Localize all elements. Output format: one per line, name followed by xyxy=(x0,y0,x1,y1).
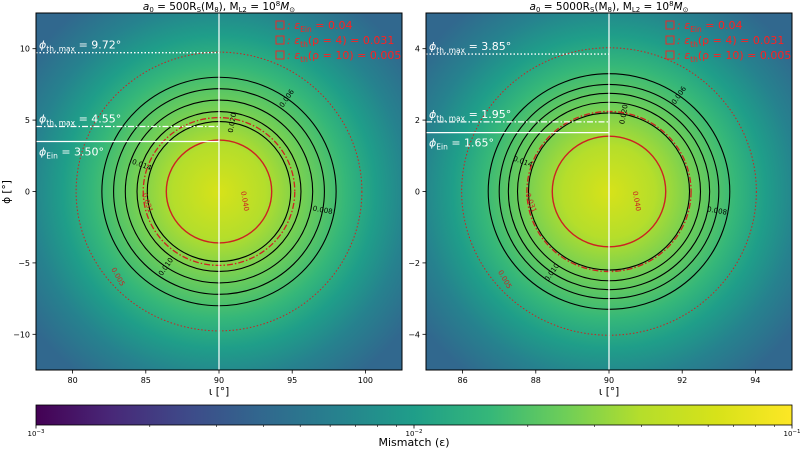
x-tick-label: 88 xyxy=(531,376,541,385)
reference-lines xyxy=(36,52,219,143)
x-axis-label: ι [°] xyxy=(209,386,229,398)
threshold-contour-label: 0.040 xyxy=(631,191,642,212)
y-axis-ticks: −10 −5 0 5 10 xyxy=(13,45,36,339)
colorbar-tick-label: 10−2 xyxy=(405,429,422,438)
y-tick-label: −4 xyxy=(408,330,420,339)
x-tick-label: 86 xyxy=(458,376,468,385)
legend-swatch xyxy=(275,50,285,60)
y-tick-label: −2 xyxy=(408,259,420,268)
legend-entry: : εth(ρ = 10) = 0.005 xyxy=(677,49,791,64)
contour-label: 0.020 xyxy=(227,112,238,133)
colorbar-gradient xyxy=(35,404,793,426)
reference-lines xyxy=(426,53,609,134)
colorbar-tick-label: 10−3 xyxy=(27,429,45,438)
contour-label: 0.008 xyxy=(706,205,727,216)
y-tick-label: −5 xyxy=(18,259,30,268)
y-tick-label: 2 xyxy=(415,116,420,125)
y-tick-label: 4 xyxy=(415,45,420,54)
panel-title: a0 = 5000RS(M8), ML2 = 108M⊙ xyxy=(530,0,689,14)
legend-swatch xyxy=(665,20,675,30)
reference-line-labels: ϕth, max = 3.85° ϕth, max = 1.95° ϕEin = 1… xyxy=(429,40,511,152)
y-tick-label: 0 xyxy=(415,188,420,197)
x-tick-label: 80 xyxy=(68,376,78,385)
y-axis-ticks: −4 −2 0 2 4 xyxy=(408,45,426,339)
legend-entry: : εth(ρ = 4) = 0.031 xyxy=(287,34,394,49)
x-axis-ticks: 80 85 90 95 100 xyxy=(68,370,373,385)
legend-entry: : εEin = 0.04 xyxy=(677,19,742,34)
x-tick-label: 92 xyxy=(677,376,687,385)
contour-label: 0.008 xyxy=(312,205,333,216)
legend-swatch xyxy=(275,35,285,45)
panel-left: a0 = 500RS(M8), ML2 = 108M⊙ 0.0060.0080.… xyxy=(1,0,403,398)
panel-title: a0 = 500RS(M8), ML2 = 108M⊙ xyxy=(143,0,295,14)
y-tick-label: 0 xyxy=(25,188,30,197)
legend-swatch xyxy=(665,35,675,45)
reference-line-label: ϕEin = 1.65° xyxy=(429,137,494,152)
x-tick-label: 100 xyxy=(358,376,373,385)
reference-line-label: ϕth, max = 1.95° xyxy=(429,108,511,123)
colorbar-ticks: 10−3 10−2 10−1 xyxy=(27,425,800,438)
x-tick-label: 94 xyxy=(750,376,760,385)
panel-right: a0 = 5000RS(M8), ML2 = 108M⊙ 0.0060.0080… xyxy=(408,0,793,398)
x-tick-label: 85 xyxy=(141,376,151,385)
y-tick-label: −10 xyxy=(13,330,30,339)
legend-entry: : εEin = 0.04 xyxy=(287,19,352,34)
x-tick-label: 90 xyxy=(214,376,224,385)
reference-line-label: ϕth, max = 3.85° xyxy=(429,40,511,55)
legend-swatch xyxy=(665,50,675,60)
legend: : εEin = 0.04: εth(ρ = 4) = 0.031: εth(ρ… xyxy=(665,19,791,64)
legend-entry: : εth(ρ = 10) = 0.005 xyxy=(287,49,401,64)
x-tick-label: 95 xyxy=(287,376,297,385)
reference-line-label: ϕEin = 3.50° xyxy=(39,146,104,161)
reference-line-label: ϕth, max = 9.72° xyxy=(39,39,121,54)
x-axis-ticks: 86 88 90 92 94 xyxy=(458,370,760,385)
y-tick-label: 10 xyxy=(20,45,30,54)
colorbar: 10−3 10−2 10−1 Mismatch (ε) xyxy=(27,404,800,449)
x-axis-label: ι [°] xyxy=(599,386,619,398)
x-tick-label: 90 xyxy=(604,376,614,385)
threshold-contour-label: 0.040 xyxy=(239,191,250,212)
legend: : εEin = 0.04: εth(ρ = 4) = 0.031: εth(ρ… xyxy=(275,19,401,64)
reference-line-label: ϕth, max = 4.55° xyxy=(39,113,121,128)
y-tick-label: 5 xyxy=(25,116,30,125)
reference-line-labels: ϕth, max = 9.72° ϕth, max = 4.55° ϕEin = 3… xyxy=(39,39,121,161)
colorbar-label: Mismatch (ε) xyxy=(378,436,449,449)
colorbar-tick-label: 10−1 xyxy=(783,429,800,438)
legend-swatch xyxy=(275,20,285,30)
legend-entry: : εth(ρ = 4) = 0.031 xyxy=(677,34,784,49)
contour-label: 0.020 xyxy=(618,104,629,125)
y-axis-label: ϕ [°] xyxy=(1,180,13,204)
